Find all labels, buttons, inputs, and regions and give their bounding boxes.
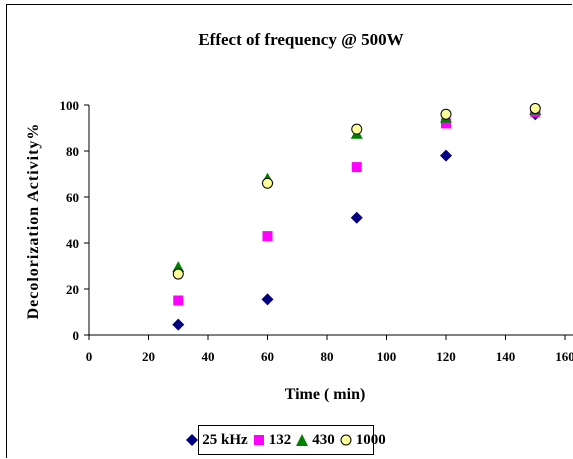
- x-tick-label: 140: [496, 349, 516, 364]
- data-point-circle: [351, 123, 363, 135]
- y-tick-label: 40: [66, 236, 79, 251]
- data-point-circle: [529, 102, 541, 114]
- legend-item-1000: 1000: [340, 432, 386, 449]
- data-point-square: [262, 231, 273, 242]
- circle-marker-icon: [340, 434, 352, 446]
- chart-frame: [6, 4, 572, 458]
- legend-item-132: 132: [253, 431, 292, 449]
- y-tick-label: 100: [60, 98, 80, 113]
- data-point-circle: [172, 268, 184, 280]
- data-point-circle: [262, 177, 273, 189]
- x-tick-label: 160: [555, 349, 573, 364]
- x-tick-label: 120: [436, 349, 456, 364]
- data-point-diamond: [172, 318, 185, 331]
- x-tick-label: 80: [321, 349, 334, 364]
- data-point-diamond: [440, 149, 452, 162]
- legend-item-25khz: 25 kHz: [186, 431, 248, 449]
- data-point-square: [441, 118, 451, 129]
- diamond-marker-icon: [186, 434, 199, 446]
- legend: 25 kHz 132 430 1000: [186, 425, 386, 455]
- data-point-circle: [440, 108, 452, 120]
- x-tick-label: 40: [202, 349, 215, 364]
- data-point-triangle: [172, 261, 185, 273]
- x-tick-label: 0: [86, 349, 93, 364]
- chart-title: Effect of frequency @ 500W: [198, 30, 403, 49]
- plot-area: 0 20 40 60 80 100 0 20 40 60 80 100 120 140 160: [60, 98, 573, 364]
- legend-item-430: 430: [296, 432, 335, 449]
- square-marker-icon: [253, 435, 264, 445]
- triangle-marker-icon: [296, 434, 309, 446]
- data-point-square: [173, 295, 184, 306]
- data-point-diamond: [350, 211, 363, 224]
- legend-label: 430: [312, 431, 335, 448]
- y-tick-label: 80: [66, 144, 79, 159]
- x-axis-label: Time ( min): [285, 386, 366, 403]
- legend-label: 25 kHz: [202, 431, 248, 448]
- y-tick-label: 20: [66, 282, 79, 297]
- legend-label: 132: [268, 431, 292, 448]
- y-tick-label: 60: [66, 190, 79, 205]
- data-point-square: [351, 162, 362, 173]
- x-tick-label: 20: [142, 349, 155, 364]
- y-tick-label: 0: [73, 328, 80, 343]
- data-point-diamond: [261, 293, 274, 306]
- legend-label: 1000: [355, 431, 386, 448]
- y-axis-label: Decolorization Activity%: [25, 123, 42, 320]
- x-tick-label: 100: [377, 349, 397, 364]
- x-tick-label: 60: [261, 349, 274, 364]
